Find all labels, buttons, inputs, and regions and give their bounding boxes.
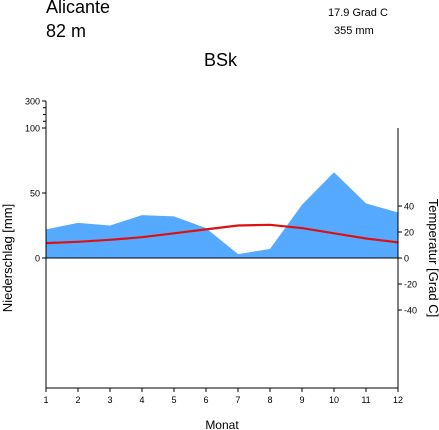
x-tick-label: 10	[329, 395, 339, 405]
x-tick-label: 2	[75, 395, 80, 405]
x-tick-label: 6	[203, 395, 208, 405]
climate-class: BSk	[204, 50, 238, 70]
x-axis-label: Monat	[205, 418, 239, 430]
x-tick-label: 5	[171, 395, 176, 405]
annual-precipitation: 355 mm	[334, 25, 374, 37]
temp-tick-label: -20	[404, 280, 417, 290]
temp-tick-label: 20	[404, 228, 414, 238]
precip-tick-label: 300	[25, 97, 40, 107]
x-tick-label: 12	[393, 395, 403, 405]
station-name: Alicante	[46, 0, 111, 17]
temp-tick-label: 0	[404, 254, 409, 264]
x-tick-label: 4	[139, 395, 144, 405]
precip-tick-label: 50	[30, 189, 40, 199]
x-tick-label: 1	[43, 395, 48, 405]
precipitation-area	[46, 172, 398, 258]
station-elevation: 82 m	[46, 21, 87, 41]
y-axis-label-left: Niederschlag [mm]	[0, 204, 15, 312]
temperature-line	[45, 223, 399, 245]
y-axis-label-right: Temperatur [Grad C]	[426, 199, 439, 318]
temp-tick-label: -40	[404, 306, 417, 316]
precip-tick-label: 0	[35, 254, 40, 264]
x-tick-label: 9	[299, 395, 304, 405]
precip-tick-label: 100	[25, 124, 40, 134]
x-tick-label: 8	[267, 395, 272, 405]
mean-temperature: 17.9 Grad C	[328, 7, 388, 19]
temp-tick-label: 40	[404, 202, 414, 212]
x-tick-label: 3	[107, 395, 112, 405]
x-tick-label: 11	[361, 395, 370, 405]
x-tick-label: 7	[235, 395, 240, 405]
